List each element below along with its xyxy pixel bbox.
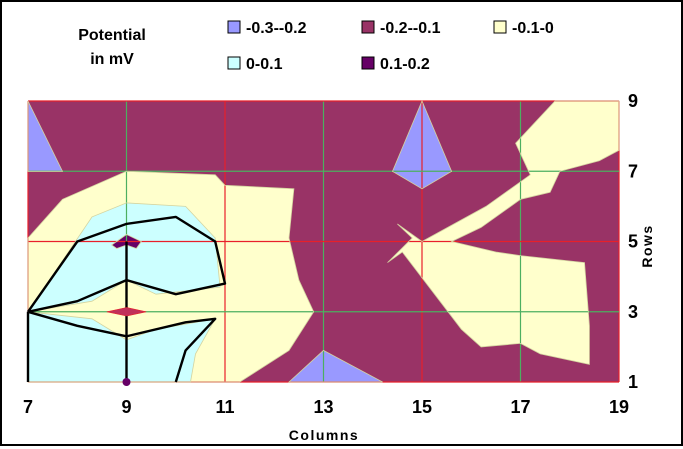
x-axis-title: Columns <box>289 427 359 443</box>
y-axis-title: Rows <box>639 224 655 267</box>
legend-label: -0.2--0.1 <box>380 20 441 37</box>
region-outline <box>111 234 142 249</box>
legend-swatch <box>361 56 375 70</box>
legend-label: 0-0.1 <box>246 56 283 73</box>
contour-region <box>289 350 383 382</box>
contour-region <box>28 311 216 382</box>
y-tick-label: 3 <box>628 302 638 322</box>
y-tick-label: 1 <box>628 372 638 392</box>
chart-title: Potential in mV <box>78 27 146 68</box>
region-outline <box>27 100 64 172</box>
contour-point <box>122 378 131 386</box>
title-line-2: in mV <box>90 51 134 68</box>
legend-swatch <box>361 20 375 34</box>
contour-region <box>106 307 147 317</box>
x-tick-label: 19 <box>609 397 629 417</box>
contour-line <box>27 215 227 313</box>
legend: -0.3--0.2 -0.2--0.1 -0.1-0 0-0.1 0.1-0.2 <box>227 20 554 73</box>
region-outline <box>27 202 221 313</box>
contour-region <box>28 202 221 312</box>
region-outline <box>287 349 383 383</box>
region-outline <box>27 170 315 383</box>
legend-swatch <box>493 20 507 34</box>
x-tick-label: 17 <box>510 397 530 417</box>
contour-line <box>27 310 217 383</box>
x-tick-label: 11 <box>215 397 234 417</box>
plot-area <box>26 99 620 386</box>
legend-label: -0.1-0 <box>512 20 554 37</box>
contour-region <box>387 101 619 365</box>
region-outline <box>391 99 453 190</box>
x-tick-label: 13 <box>313 397 333 417</box>
x-tick-label: 7 <box>23 397 33 417</box>
y-tick-label: 7 <box>628 161 638 181</box>
legend-swatch <box>227 20 241 34</box>
x-tick-label: 9 <box>121 397 131 417</box>
y-tick-label: 9 <box>628 91 638 111</box>
region-outline <box>387 100 620 365</box>
title-line-1: Potential <box>78 27 146 44</box>
x-tick-label: 15 <box>412 397 432 417</box>
legend-swatch <box>227 56 241 70</box>
legend-label: -0.3--0.2 <box>246 20 307 37</box>
y-tick-label: 5 <box>628 232 638 252</box>
legend-label: 0.1-0.2 <box>380 56 430 73</box>
